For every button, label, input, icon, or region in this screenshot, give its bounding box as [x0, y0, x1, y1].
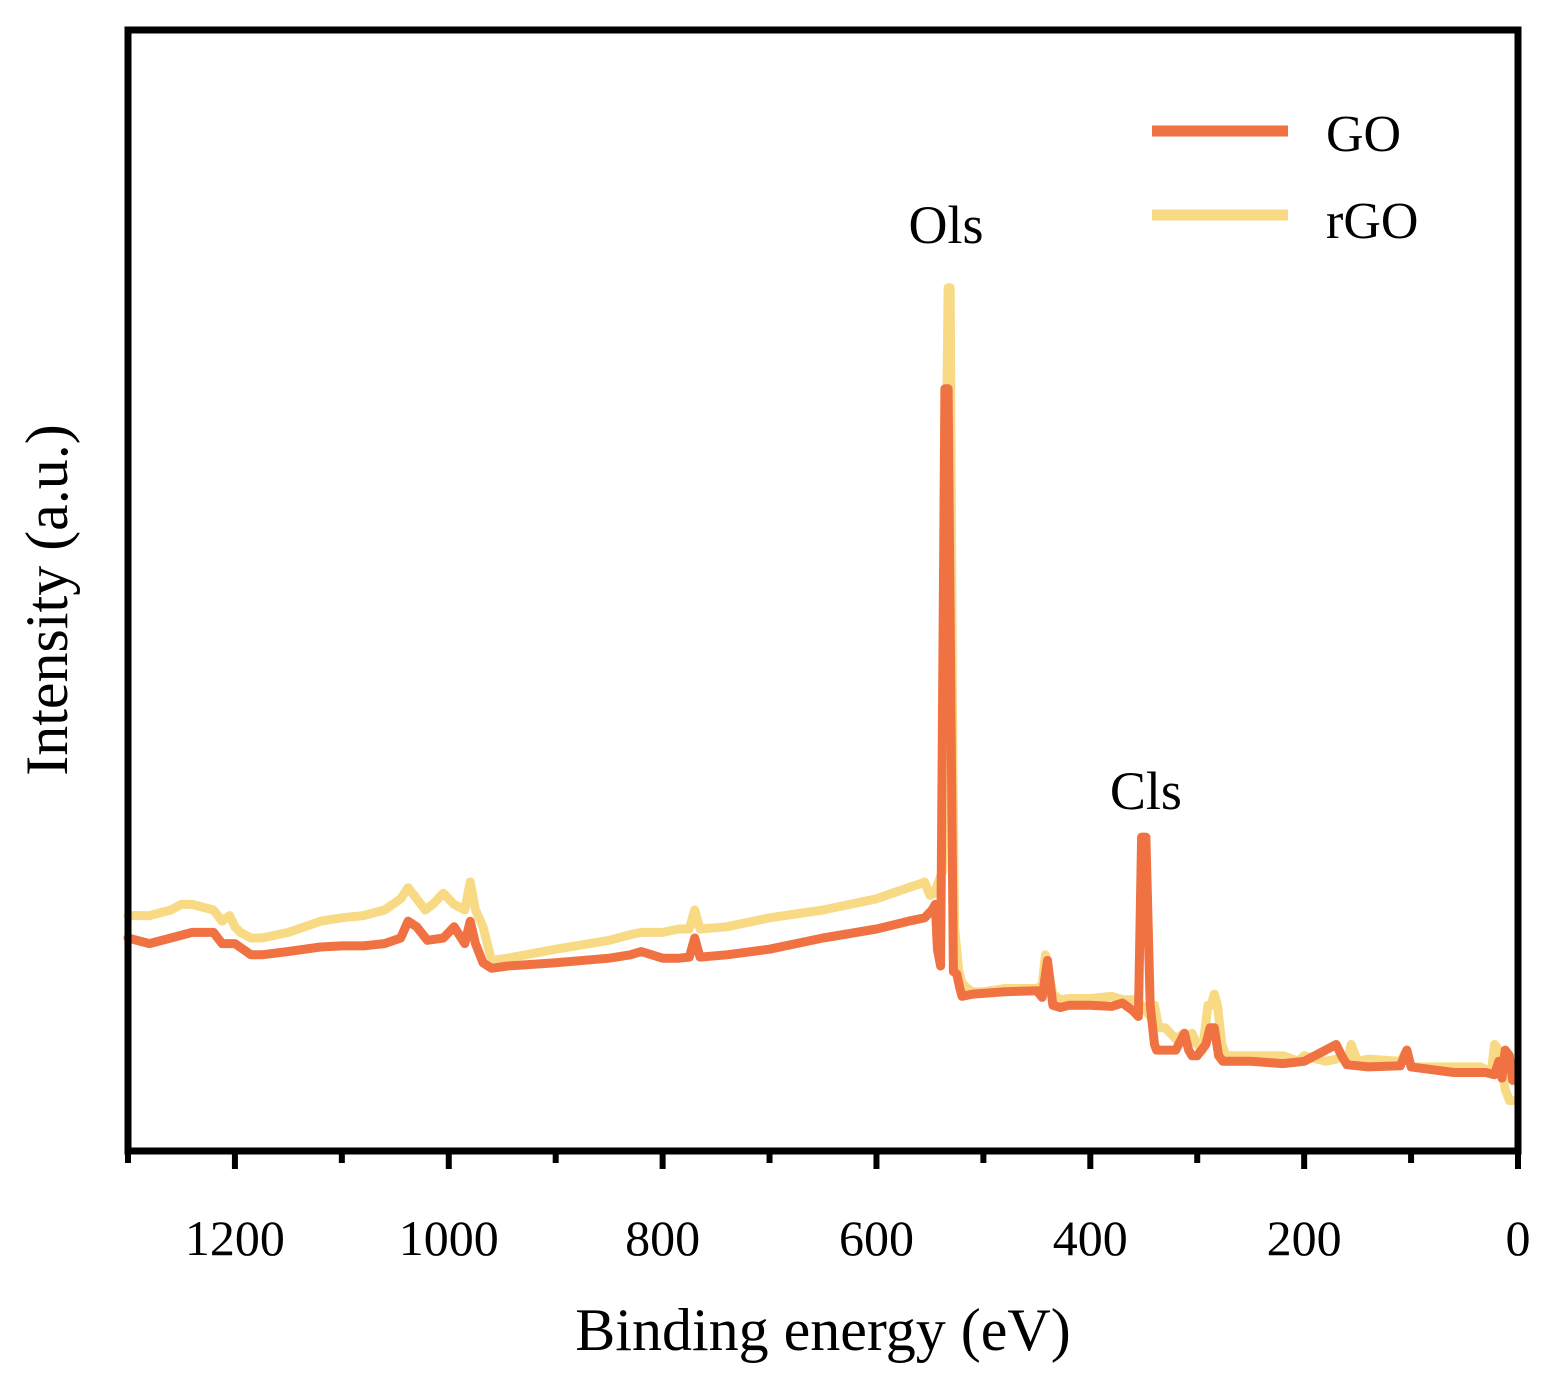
x-axis: 1200 1000 800 600 400 200 0 Binding energy (eV…: [125, 1151, 1531, 1363]
x-axis-ticks: [125, 1151, 1521, 1169]
x-tick-label: 0: [1506, 1210, 1531, 1266]
legend-label-rgo: rGO: [1326, 193, 1418, 250]
series-layer: [123, 283, 1518, 1106]
x-axis-title: Binding energy (eV): [575, 1297, 1070, 1363]
x-tick-label: 400: [1053, 1210, 1128, 1266]
peak-annotations: Ols Cls: [908, 195, 1181, 821]
x-tick-label: 1200: [185, 1210, 285, 1266]
y-axis-title: Intensity (a.u.): [14, 424, 80, 776]
plot-frame: [124, 26, 1522, 1155]
y-axis: Intensity (a.u.): [14, 424, 80, 776]
legend: GO rGO: [1152, 106, 1418, 250]
x-axis-tick-labels: 1200 1000 800 600 400 200 0: [185, 1210, 1531, 1266]
series-line-go: [123, 384, 1518, 1085]
x-tick-label: 600: [839, 1210, 914, 1266]
legend-label-go: GO: [1326, 106, 1401, 163]
x-tick-label: 200: [1267, 1210, 1342, 1266]
x-tick-label: 800: [625, 1210, 700, 1266]
x-tick-label: 1000: [399, 1210, 499, 1266]
annotation-cls: Cls: [1110, 761, 1182, 821]
plot-area: [123, 26, 1522, 1155]
series-line-rgo: [123, 283, 1518, 1106]
annotation-ols: Ols: [908, 195, 983, 255]
